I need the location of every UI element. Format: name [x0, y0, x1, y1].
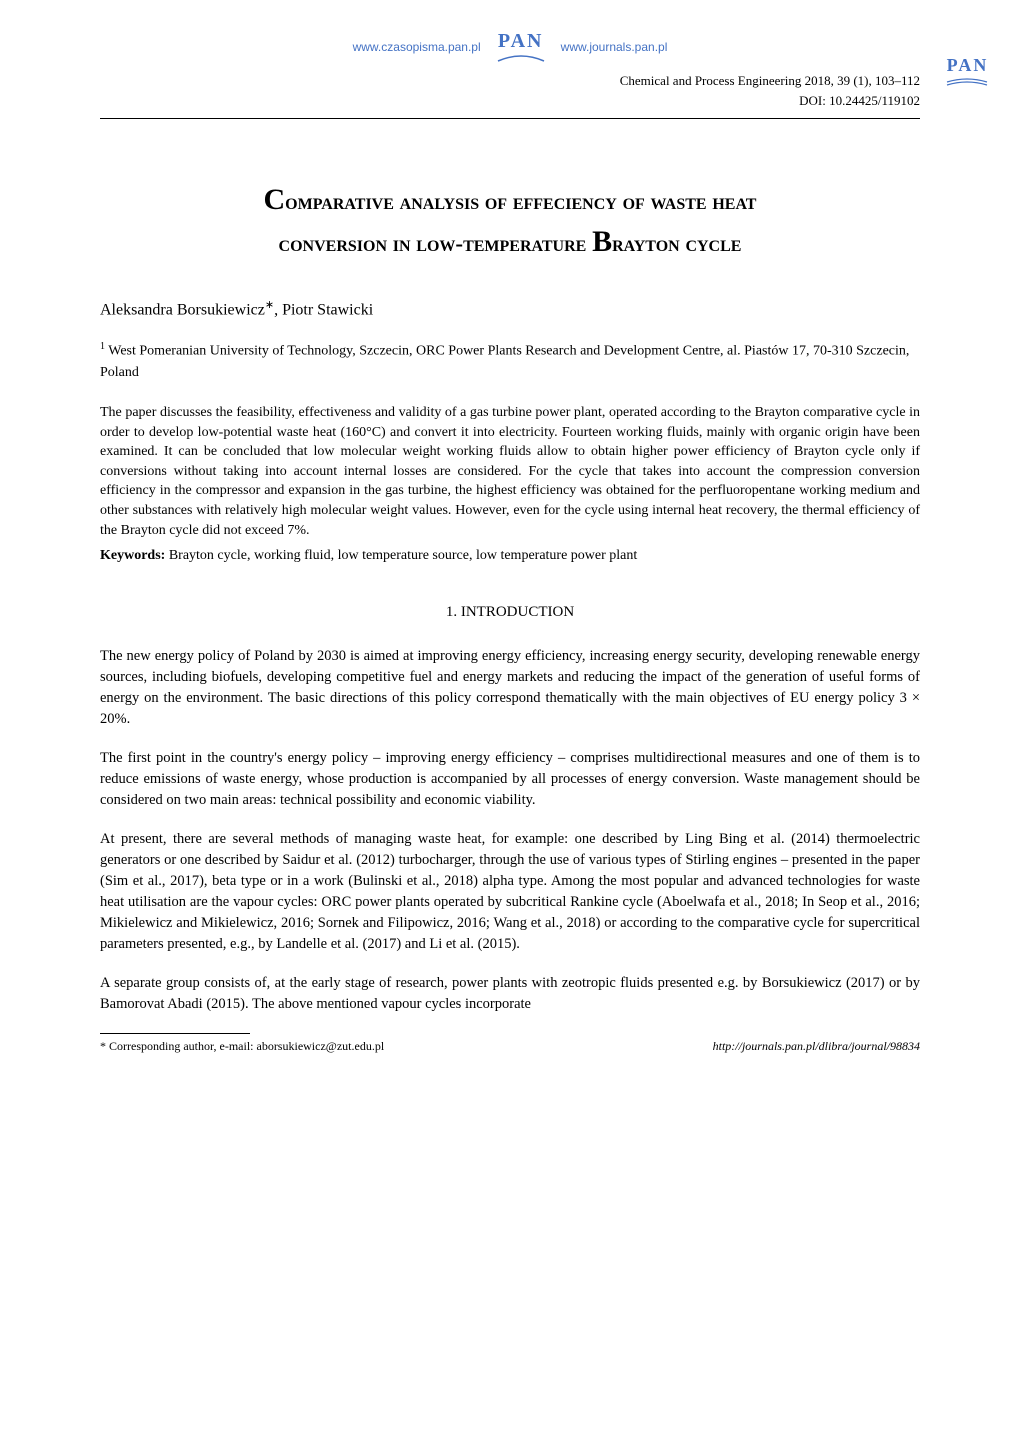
- corresponding-asterisk: ∗: [265, 299, 274, 311]
- header-link-journals[interactable]: www.journals.pan.pl: [561, 40, 668, 54]
- affiliation-text: West Pomeranian University of Technology…: [100, 344, 909, 380]
- title-line2: conversion in low-temperature Brayton cy…: [279, 231, 742, 256]
- doi-line: DOI: 10.24425/119102: [100, 91, 920, 111]
- header-link-czasopisma[interactable]: www.czasopisma.pan.pl: [353, 40, 481, 54]
- keywords-section: Keywords: Brayton cycle, working fluid, …: [100, 548, 920, 564]
- abstract: The paper discusses the feasibility, eff…: [100, 403, 920, 540]
- header-separator: [100, 118, 920, 119]
- footnote-url[interactable]: http://journals.pan.pl/dlibra/journal/98…: [713, 1039, 920, 1054]
- intro-para-4: A separate group consists of, at the ear…: [100, 973, 920, 1015]
- intro-para-3: At present, there are several methods of…: [100, 829, 920, 955]
- footnote: * Corresponding author, e-mail: aborsuki…: [100, 1039, 920, 1054]
- affiliation-superscript: 1: [100, 341, 105, 352]
- author-1: Aleksandra Borsukiewicz: [100, 301, 265, 318]
- footnote-corresponding: * Corresponding author, e-mail: aborsuki…: [100, 1039, 384, 1054]
- header-links: www.czasopisma.pan.pl PAN www.journals.p…: [100, 30, 920, 63]
- keywords-label: Keywords:: [100, 548, 165, 563]
- authors: Aleksandra Borsukiewicz∗, Piotr Stawicki: [100, 298, 920, 319]
- title-line1: Comparative analysis of effeciency of wa…: [264, 189, 757, 214]
- affiliation: 1 West Pomeranian University of Technolo…: [100, 339, 920, 383]
- pan-logo-right-text: PAN: [947, 55, 989, 76]
- pan-logo-right: PAN: [945, 55, 990, 88]
- pan-logo-center: PAN: [496, 30, 546, 63]
- pan-logo-text: PAN: [498, 30, 544, 53]
- footnote-separator: [100, 1033, 250, 1034]
- journal-name-line: Chemical and Process Engineering 2018, 3…: [100, 71, 920, 91]
- intro-para-2: The first point in the country's energy …: [100, 748, 920, 811]
- pan-curve-right-icon: [945, 76, 990, 88]
- paper-title: Comparative analysis of effeciency of wa…: [100, 179, 920, 263]
- journal-info: Chemical and Process Engineering 2018, 3…: [100, 71, 920, 110]
- pan-curve-icon: [496, 53, 546, 63]
- intro-para-1: The new energy policy of Poland by 2030 …: [100, 646, 920, 730]
- author-2: Piotr Stawicki: [282, 301, 373, 318]
- section-1-heading: 1. INTRODUCTION: [100, 604, 920, 621]
- keywords-values: Brayton cycle, working fluid, low temper…: [169, 548, 637, 563]
- header-section: www.czasopisma.pan.pl PAN www.journals.p…: [100, 30, 920, 119]
